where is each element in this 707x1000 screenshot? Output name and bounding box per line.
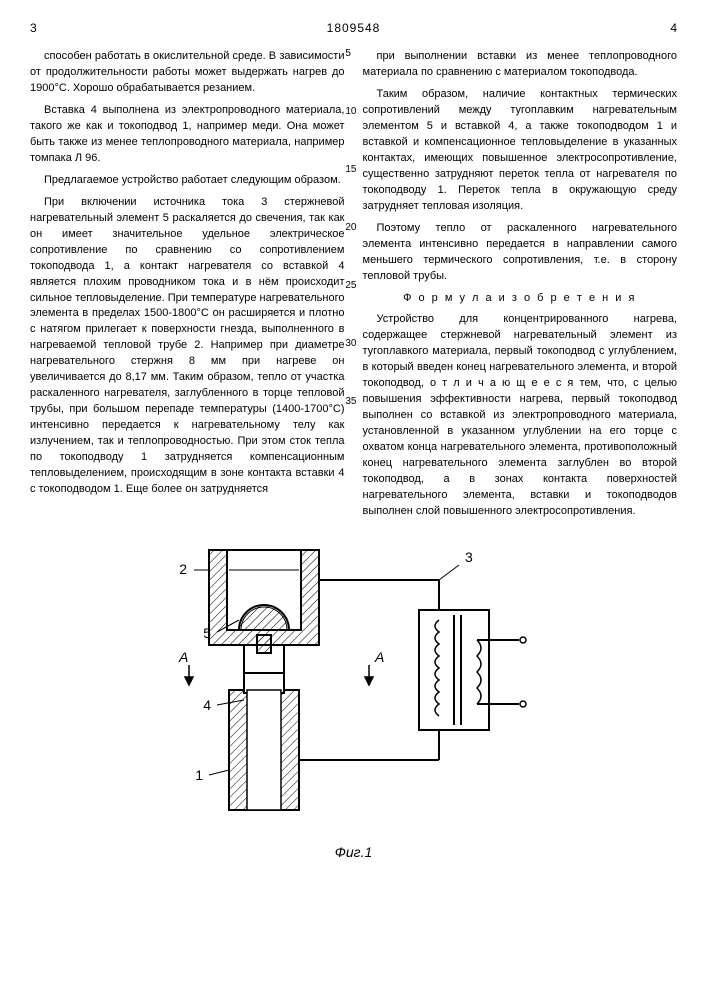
text-columns: способен работать в окислительной среде.… [30,49,677,525]
figure-1: 2 5 4 1 3 А А Фиг.1 [30,540,677,862]
paragraph: Предлагаемое устройство работает следующ… [30,173,345,189]
line-mark: 25 [345,281,356,291]
line-mark: 15 [345,165,356,175]
section-mark-a-right: А [374,649,384,665]
paragraph: При включении источника тока 3 стержнево… [30,195,345,498]
figure-caption: Фиг.1 [30,842,677,862]
line-number-marks: 5 10 15 20 25 30 35 [345,49,356,455]
page-number-right: 4 [670,20,677,37]
formula-heading: Ф о р м у л а и з о б р е т е н и я [363,291,678,307]
paragraph: Устройство для концентрированного нагрев… [363,312,678,519]
page-header: 3 1809548 4 [30,20,677,37]
label-4: 4 [203,697,211,713]
section-mark-a-left: А [178,649,188,665]
patent-number: 1809548 [327,20,381,37]
label-1: 1 [195,767,203,783]
paragraph: Таким образом, наличие контактных термич… [363,87,678,215]
page-number-left: 3 [30,20,37,37]
line-mark: 30 [345,339,356,349]
label-5: 5 [203,625,211,641]
line-mark: 5 [345,49,356,59]
left-column: способен работать в окислительной среде.… [30,49,345,525]
line-mark: 20 [345,223,356,233]
line-mark: 35 [345,397,356,407]
line-mark: 10 [345,107,356,117]
paragraph: при выполнении вставки из менее теплопро… [363,49,678,81]
paragraph: Поэтому тепло от раскаленного нагревател… [363,221,678,285]
paragraph: Вставка 4 выполнена из электропроводного… [30,103,345,167]
right-column: при выполнении вставки из менее теплопро… [363,49,678,525]
label-2: 2 [179,561,187,577]
schematic-svg: 2 5 4 1 3 А А [139,540,569,840]
paragraph: способен работать в окислительной среде.… [30,49,345,97]
label-3: 3 [465,549,473,565]
